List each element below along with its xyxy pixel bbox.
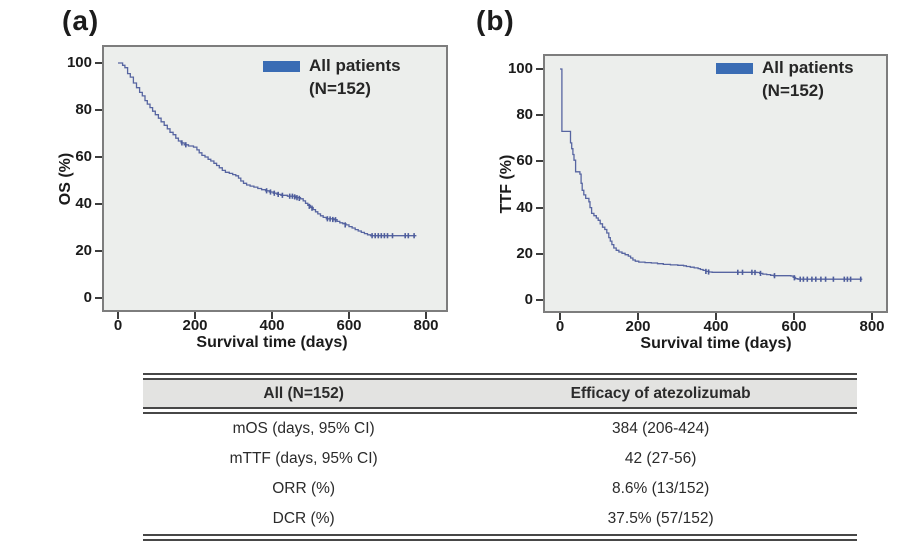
plot-area-ttf <box>543 54 888 313</box>
table-row-label: mTTF (days, 95% CI) <box>229 450 378 467</box>
y-axis-title-ttf: TTF (%) <box>498 154 515 213</box>
table-rule-bottom <box>143 534 857 541</box>
table-row: DCR (%) 37.5% (57/152) <box>143 504 857 534</box>
y-tick-label: 40 <box>516 198 533 216</box>
y-tick-mark <box>95 156 102 158</box>
y-tick-label: 60 <box>516 152 533 170</box>
efficacy-table: All (N=152) Efficacy of atezolizumab mOS… <box>143 373 857 541</box>
km-curve-os <box>118 62 417 239</box>
x-tick-mark <box>271 312 273 319</box>
x-tick-label: 200 <box>182 317 208 334</box>
legend-label-line2: (N=152) <box>762 80 824 100</box>
table-header-efficacy: Efficacy of atezolizumab <box>570 385 751 402</box>
x-tick-mark <box>559 313 561 320</box>
y-tick-label: 0 <box>83 289 92 306</box>
y-tick-label: 80 <box>516 106 533 124</box>
y-tick-mark <box>95 109 102 111</box>
x-tick-label: 0 <box>555 318 565 335</box>
table-row-label: DCR (%) <box>272 510 335 527</box>
table-header-all: All (N=152) <box>263 385 344 402</box>
table-row-value: 42 (27-56) <box>624 450 697 467</box>
x-tick-label: 400 <box>703 318 729 335</box>
x-tick-mark <box>194 312 196 319</box>
x-tick-label: 600 <box>336 317 362 334</box>
km-curve-ttf <box>560 68 863 282</box>
y-tick-mark <box>95 297 102 299</box>
legend-label-line1: All patients <box>762 58 854 77</box>
y-tick-label: 60 <box>75 148 92 165</box>
x-tick-label: 400 <box>259 317 285 334</box>
table-row-value: 37.5% (57/152) <box>607 510 714 527</box>
table-row-value: 8.6% (13/152) <box>611 480 710 497</box>
y-tick-label: 80 <box>75 101 92 118</box>
panel-b-tag: (b) <box>476 5 515 36</box>
y-tick-label: 100 <box>507 60 533 77</box>
x-tick-label: 200 <box>625 318 651 335</box>
x-tick-label: 0 <box>113 317 123 334</box>
y-tick-mark <box>95 62 102 64</box>
legend-swatch-icon <box>263 61 300 72</box>
legend-ttf: All patients (N=152) <box>716 57 854 102</box>
legend-label: All patients (N=152) <box>309 55 401 100</box>
legend-os: All patients (N=152) <box>263 55 401 100</box>
y-tick-label: 40 <box>75 195 92 212</box>
legend-label-line1: All patients <box>309 56 401 75</box>
y-tick-mark <box>95 250 102 252</box>
table-rule-mid <box>143 407 857 414</box>
y-tick-mark <box>536 252 543 255</box>
table-row: ORR (%) 8.6% (13/152) <box>143 474 857 504</box>
table-body: mOS (days, 95% CI) 384 (206-424) mTTF (day… <box>143 414 857 534</box>
y-tick-mark <box>536 206 543 209</box>
plot-area-os <box>102 45 448 312</box>
y-tick-mark <box>536 160 543 163</box>
legend-label-line2: (N=152) <box>309 78 371 98</box>
table-header-row: All (N=152) Efficacy of atezolizumab <box>143 380 857 407</box>
x-tick-label: 800 <box>413 317 439 334</box>
y-tick-mark <box>536 114 543 117</box>
x-tick-mark <box>117 312 119 319</box>
x-tick-mark <box>793 313 795 320</box>
y-tick-mark <box>95 203 102 205</box>
x-tick-label: 600 <box>781 318 807 335</box>
y-tick-label: 20 <box>516 244 533 262</box>
x-tick-mark <box>715 313 717 320</box>
x-axis-title-os: Survival time (days) <box>196 334 348 351</box>
survival-step-line <box>118 62 417 237</box>
table-row-value: 384 (206-424) <box>611 420 710 437</box>
table-row: mOS (days, 95% CI) 384 (206-424) <box>143 414 857 444</box>
y-tick-mark <box>536 299 543 301</box>
x-axis-title-ttf: Survival time (days) <box>640 335 792 352</box>
table-row: mTTF (days, 95% CI) 42 (27-56) <box>143 444 857 474</box>
table-row-label: ORR (%) <box>272 480 336 497</box>
panel-a-tag: (a) <box>62 5 100 36</box>
y-tick-label: 20 <box>75 242 92 259</box>
x-tick-label: 800 <box>859 318 885 335</box>
x-tick-mark <box>348 312 350 319</box>
y-axis-title-os: OS (%) <box>57 152 74 205</box>
table-rule-top <box>143 373 857 380</box>
legend-label: All patients (N=152) <box>762 57 854 102</box>
x-tick-mark <box>871 313 873 320</box>
y-tick-mark <box>536 68 543 70</box>
survival-step-line <box>560 68 863 280</box>
x-tick-mark <box>425 312 427 319</box>
y-tick-label: 0 <box>524 291 533 308</box>
table-row-label: mOS (days, 95% CI) <box>232 420 375 437</box>
legend-swatch-icon <box>716 63 753 74</box>
x-tick-mark <box>637 313 639 320</box>
y-tick-label: 100 <box>66 54 92 71</box>
